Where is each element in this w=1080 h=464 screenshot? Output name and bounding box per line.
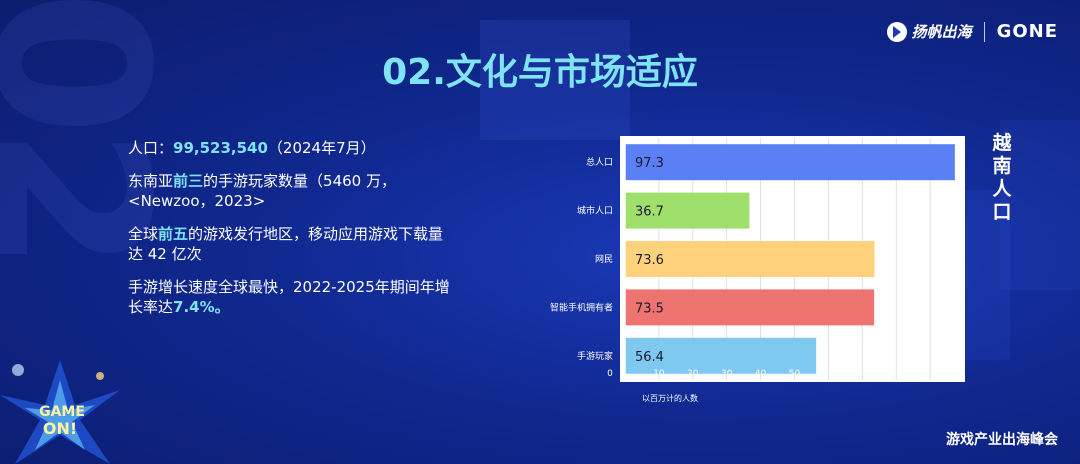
fact-text: 的手游玩家数量（5460 万，<Newzoo，2023> [128,172,396,210]
category-label: 手游玩家 [577,350,613,362]
decor-rect [480,20,630,140]
fact-text: 手游增长速度全球最快，2022-2025年期间年增长率达 [128,278,450,316]
logo-burst-shape [25,380,95,450]
population-bar-chart: 97.3 总人口 36.7 城市人口 73.6 网民 73.5 智能手机拥有者 56.4 手游玩家… [550,136,965,403]
logo-bubble [96,372,104,380]
facts-list: 人口：99,523,540（2024年7月） 东南亚前三的手游玩家数量（5460… [128,138,458,330]
category-label: 智能手机拥有者 [550,301,613,313]
logo-bubble [12,364,24,376]
fact-text: 全球 [128,225,159,243]
x-tick-label: 20 [687,369,699,379]
footer-event-name: 游戏产业出海峰会 [946,432,1058,448]
x-tick-label: 50 [789,369,801,379]
logo-text-line1: GAME [39,404,85,420]
population-date: （2024年7月） [267,139,376,157]
fact-players: 东南亚前三的手游玩家数量（5460 万，<Newzoo，2023> [128,171,458,211]
fact-population: 人口：99,523,540（2024年7月） [128,138,458,158]
fact-text: 东南亚 [128,172,174,190]
x-tick-label: 90 [924,369,936,379]
category-label: 总人口 [586,156,613,168]
page-title: 02.文化与市场适应 [382,52,698,93]
x-tick-label: 60 [823,369,835,379]
bar [625,337,817,374]
fact-text: 的游戏发行地区，移动应用游戏下载量达 42 亿次 [128,225,444,263]
fact-highlight: 前五 [158,225,189,243]
x-tick-label: 30 [721,369,733,379]
category-label: 网民 [595,254,613,265]
bar-value-label: 56.4 [635,350,664,365]
x-tick-labels: 0 10 20 30 40 50 60 70 80 90 [607,369,936,379]
bar-value-label: 36.7 [635,205,664,220]
fact-publishing: 全球前五的游戏发行地区，移动应用游戏下载量达 42 亿次 [128,224,458,264]
bar-value-label: 97.3 [635,156,664,171]
fact-highlight: 7.4%。 [173,298,230,316]
chart-side-title: 越南人口 [992,132,1012,223]
brand-name: 扬帆出海 [911,23,972,41]
bar-value-label: 73.6 [635,253,664,268]
x-tick-label: 80 [890,369,902,379]
logo-text-line2: ON! [43,419,77,438]
fact-growth: 手游增长速度全球最快，2022-2025年期间年增长率达7.4%。 [128,277,458,317]
x-tick-label: 0 [607,369,613,379]
brand-divider [983,21,985,42]
population-label: 人口： [128,139,174,157]
brand-header: 扬帆出海 GONE [886,21,1058,42]
bar [625,289,875,326]
bar [625,144,955,181]
bar-labels: 97.3 总人口 36.7 城市人口 73.6 网民 73.5 智能手机拥有者 56.4 手游玩家 [550,156,664,365]
x-axis-label: 以百万计的人数 [642,393,698,403]
x-tick-label: 70 [857,369,869,379]
x-tick-label: 40 [755,369,767,379]
category-label: 城市人口 [577,205,613,217]
game-on-logo: GAME ON! [0,360,120,464]
bars [625,144,955,374]
bar [625,241,875,277]
fact-highlight: 前三 [173,172,204,190]
bar-value-label: 73.5 [635,301,664,316]
bar [625,192,750,229]
partner-logo: GONE [996,21,1058,42]
population-value: 99,523,540 [173,139,268,157]
decor-rect [1000,120,1080,290]
decor-number: 02 [0,0,193,263]
sail-logo-icon [886,21,907,42]
x-tick-label: 10 [653,369,665,379]
